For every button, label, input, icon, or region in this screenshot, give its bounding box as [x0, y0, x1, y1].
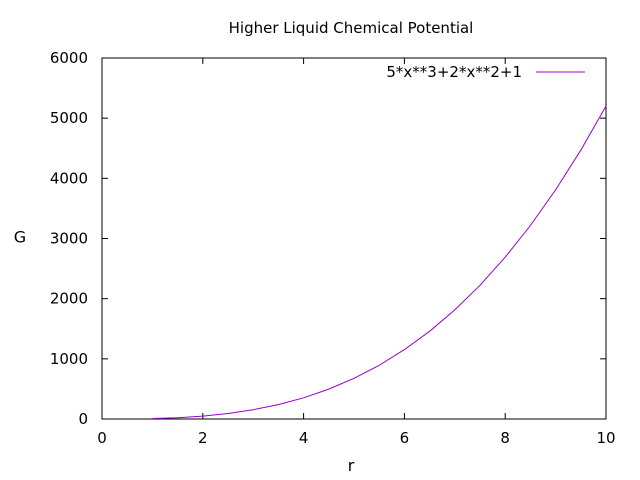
- y-tick-label: 5000: [50, 109, 88, 127]
- y-tick-label: 4000: [50, 169, 88, 187]
- series-line: [152, 105, 607, 419]
- x-tick-label: 0: [97, 429, 107, 447]
- x-ticks: 0 2 4 6 8 10: [97, 58, 616, 447]
- y-axis-label: G: [14, 228, 26, 247]
- x-tick-label: 2: [198, 429, 208, 447]
- legend-label: 5*x**3+2*x**2+1: [386, 63, 522, 81]
- y-tick-label: 2000: [50, 290, 88, 308]
- chart-title: Higher Liquid Chemical Potential: [229, 19, 474, 37]
- x-tick-label: 10: [596, 429, 615, 447]
- y-tick-label: 1000: [50, 350, 88, 368]
- x-tick-label: 4: [299, 429, 309, 447]
- y-tick-label: 0: [78, 410, 88, 428]
- y-tick-label: 6000: [50, 49, 88, 67]
- y-tick-label: 3000: [50, 230, 88, 248]
- legend: 5*x**3+2*x**2+1: [386, 63, 585, 81]
- x-axis-label: r: [348, 456, 355, 475]
- series-layer: [152, 105, 607, 419]
- x-tick-label: 8: [500, 429, 510, 447]
- x-tick-label: 6: [400, 429, 410, 447]
- y-ticks: 0 1000 2000 3000 4000 5000 6000: [50, 49, 606, 428]
- plot-frame: [101, 57, 607, 420]
